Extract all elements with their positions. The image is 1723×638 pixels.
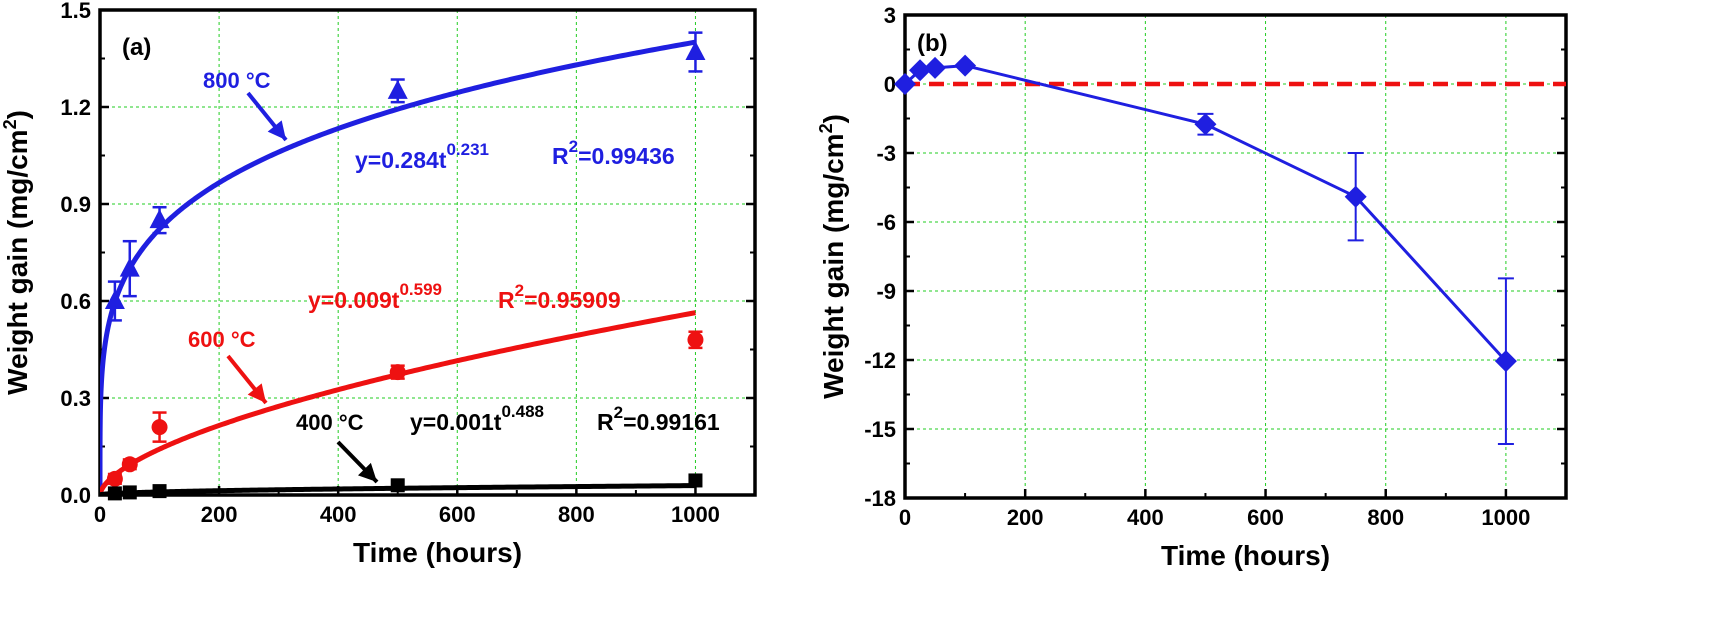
series-circle <box>100 310 704 495</box>
data-point <box>954 54 977 77</box>
panel-label: (b) <box>917 30 948 57</box>
series-square <box>100 473 703 501</box>
r-squared: R2=0.95909 <box>498 281 621 313</box>
y-tick-label: -12 <box>864 348 896 373</box>
panel-label: (a) <box>122 34 151 61</box>
data-point <box>1194 113 1217 136</box>
annotation-circle: 600 °C y=0.009t0.599 R2=0.95909 <box>188 280 621 405</box>
y-tick-label: -9 <box>876 279 896 304</box>
y-tick-label: 0 <box>884 72 896 97</box>
x-axis-title: Time (hours) <box>353 537 522 568</box>
series-triangle <box>100 31 706 495</box>
arrow-head <box>247 383 266 403</box>
series-label: 400 °C <box>296 410 364 435</box>
data-point <box>390 478 405 493</box>
y-tick-label: -18 <box>864 486 896 511</box>
data-point <box>389 364 406 381</box>
annotation-square: 400 °C y=0.001t0.488 R2=0.99161 <box>296 402 720 484</box>
y-tick-label: 0.3 <box>60 386 91 411</box>
data-point <box>149 209 170 229</box>
series-line <box>903 64 1508 363</box>
plot-frame <box>98 8 757 497</box>
r-squared: R2=0.99436 <box>552 137 675 169</box>
data-point <box>106 470 123 487</box>
x-tick-label: 200 <box>1007 505 1044 530</box>
y-tick-label: 1.5 <box>60 0 91 23</box>
data-point <box>152 484 167 499</box>
data-point <box>894 73 916 95</box>
x-tick-label: 1000 <box>671 502 720 527</box>
data-point <box>107 486 122 501</box>
x-tick-label: 0 <box>899 505 911 530</box>
fit-equation: y=0.001t0.488 <box>410 402 544 435</box>
series-label: 800 °C <box>203 68 271 93</box>
x-tick-label: 600 <box>1247 505 1284 530</box>
arrow-head <box>357 462 377 482</box>
data-point <box>151 419 168 436</box>
series-label: 600 °C <box>188 327 256 352</box>
x-tick-label: 600 <box>439 502 476 527</box>
chart-panel-a: 0 200 400 600 800 1000 0.0 0.3 0.6 0.9 1.2 1.5 Time … <box>0 0 757 568</box>
data-point <box>122 485 137 500</box>
y-tick-label: 0.0 <box>60 483 91 508</box>
y-tick-label: -15 <box>864 417 896 442</box>
x-tick-label: 1000 <box>1481 505 1530 530</box>
y-tick-label: 3 <box>884 3 896 28</box>
x-axis-title: Time (hours) <box>1161 540 1330 571</box>
grid <box>905 15 1566 498</box>
x-tick-label: 200 <box>201 502 238 527</box>
arrow-head <box>267 120 286 140</box>
data-point <box>924 56 947 79</box>
x-tick-label: 0 <box>94 502 106 527</box>
data-point <box>1344 185 1367 208</box>
y-tick-label: 1.2 <box>60 95 91 120</box>
fit-equation: y=0.284t0.231 <box>355 140 489 173</box>
data-point <box>688 473 703 488</box>
y-tick-label: 0.6 <box>60 289 91 314</box>
annotation-triangle: 800 °C y=0.284t0.231 R2=0.99436 <box>203 68 675 173</box>
plot-frame <box>903 13 1568 500</box>
ticks: 0 200 400 600 800 1000 -18 -15 -12 -9 -6 -3 0 3 <box>864 3 1566 530</box>
y-tick-label: -6 <box>876 210 896 235</box>
ticks: 0 200 400 600 800 1000 0.0 0.3 0.6 0.9 1.2 1.5 <box>60 0 755 527</box>
chart-panel-b: 0 200 400 600 800 1000 -18 -15 -12 -9 -6 -3 0 3 Time (… <box>816 3 1568 571</box>
y-tick-label: -3 <box>876 141 896 166</box>
fit-equation: y=0.009t0.599 <box>308 280 442 313</box>
r-squared: R2=0.99161 <box>597 403 720 435</box>
data-point <box>104 290 125 309</box>
y-axis-title: Weight gain (mg/cm2) <box>816 114 849 399</box>
data-point <box>685 41 706 61</box>
series-diamond <box>894 54 1517 445</box>
data-point <box>1494 350 1517 373</box>
y-axis-title: Weight gain (mg/cm2) <box>0 110 33 395</box>
data-point <box>121 456 138 473</box>
data-point <box>687 331 704 348</box>
data-point <box>119 257 140 277</box>
data-point <box>387 79 408 99</box>
x-tick-label: 400 <box>320 502 357 527</box>
x-tick-label: 800 <box>1367 505 1404 530</box>
y-tick-label: 0.9 <box>60 192 91 217</box>
x-tick-label: 400 <box>1127 505 1164 530</box>
x-tick-label: 800 <box>558 502 595 527</box>
data-point <box>909 59 932 82</box>
